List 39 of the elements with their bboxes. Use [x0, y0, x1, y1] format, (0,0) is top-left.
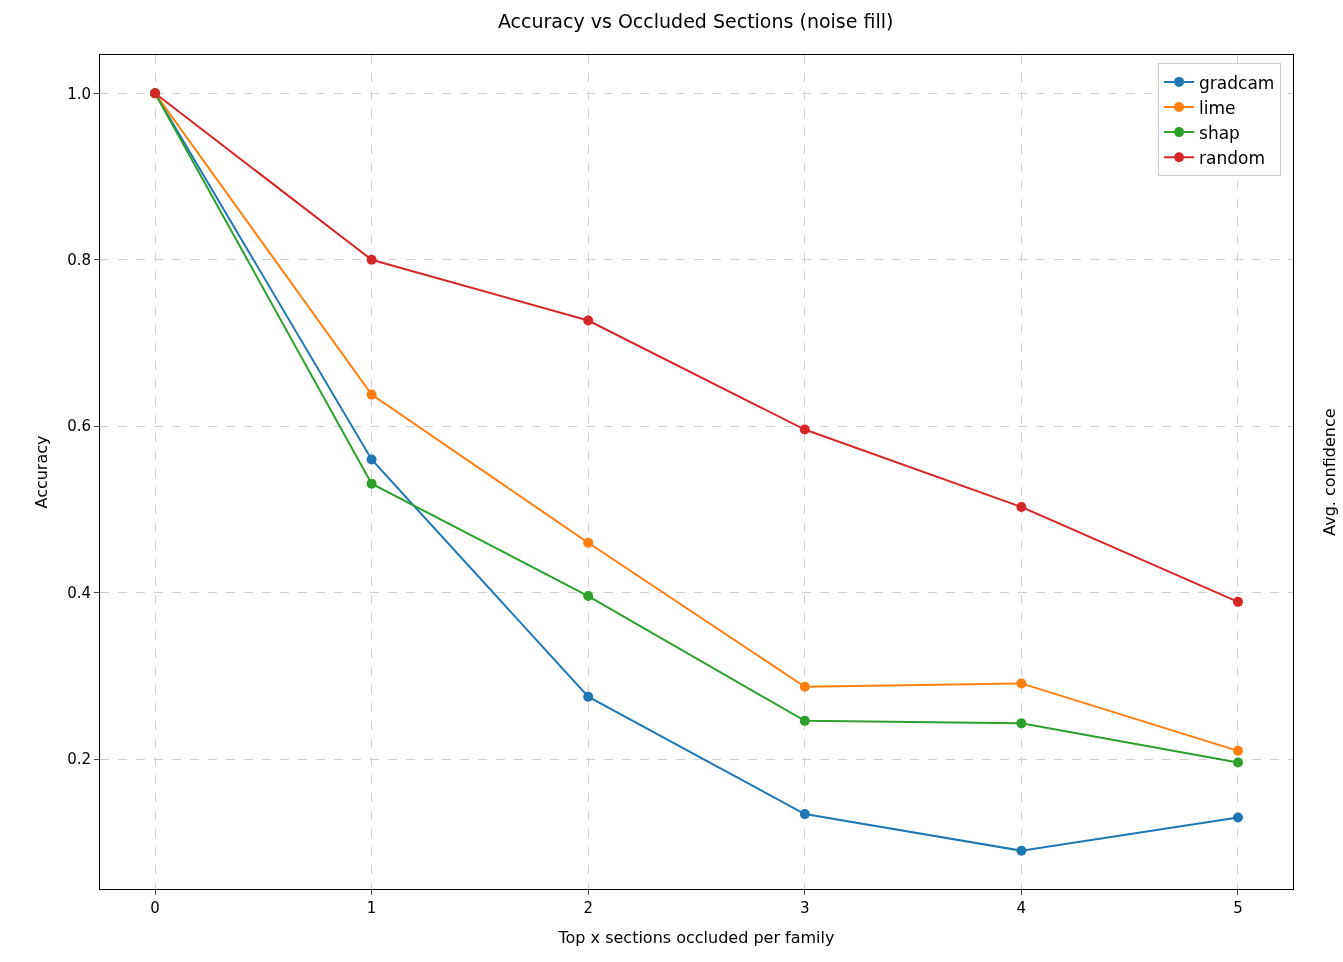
point [799, 715, 810, 726]
x-axis-title: Top x sections occluded per family [557, 927, 835, 947]
x-tick-label: 2 [583, 899, 593, 917]
point [1016, 845, 1027, 856]
x-tick-label: 1 [366, 899, 377, 917]
y-tick-label: 0.2 [67, 750, 91, 769]
point [366, 478, 377, 489]
point [583, 591, 594, 602]
legend-label: shap [1199, 122, 1240, 143]
point [583, 315, 594, 326]
point [799, 681, 810, 692]
point [1016, 678, 1027, 689]
legend-label: gradcam [1199, 72, 1275, 93]
point [1016, 718, 1027, 729]
point [1232, 596, 1243, 607]
y-axis-title: Accuracy [32, 435, 52, 509]
point [1016, 501, 1027, 512]
point [583, 691, 594, 702]
point [799, 809, 810, 820]
point [799, 424, 810, 435]
point [583, 537, 594, 548]
point [1232, 757, 1243, 768]
chart-title: Accuracy vs Occluded Sections (noise fill) [497, 9, 894, 32]
y-tick-label: 0.8 [67, 251, 91, 269]
point [1232, 812, 1243, 823]
x-tick-label: 4 [1016, 899, 1027, 917]
y2-axis-title: Avg. confidence [1319, 408, 1339, 536]
y-tick-label: 1.0 [67, 84, 91, 103]
point [1232, 745, 1243, 756]
point [366, 389, 377, 400]
point [366, 454, 377, 465]
legend-label: lime [1199, 97, 1236, 118]
x-tick-label: 5 [1233, 899, 1243, 917]
legend-label: random [1199, 147, 1266, 168]
x-tick-label: 0 [150, 899, 160, 917]
point [366, 254, 377, 265]
y-tick-label: 0.6 [67, 417, 91, 436]
x-tick-label: 3 [800, 899, 810, 917]
y-tick-label: 0.4 [67, 583, 91, 602]
